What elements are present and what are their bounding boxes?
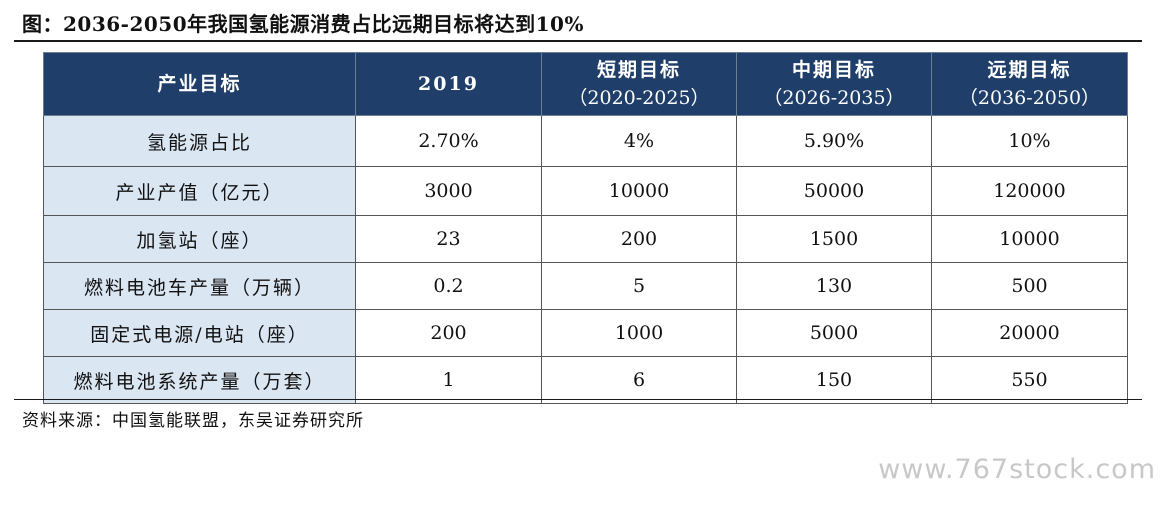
table-row: 燃料电池车产量（万辆） 0.2 5 130 500 [43,262,1128,310]
row-label: 加氢站（座） [43,215,356,263]
header-long-term: 远期目标 （2036-2050） [931,52,1128,116]
row-label: 固定式电源/电站（座） [43,309,356,357]
watermark: www.767stock.com [878,454,1156,485]
table-row: 产业产值（亿元） 3000 10000 50000 120000 [43,166,1128,216]
table-cell: 5000 [736,309,932,357]
table-cell: 3000 [355,166,542,216]
table-cell: 4% [541,115,737,167]
table-cell: 50000 [736,166,932,216]
table-cell: 2.70% [355,115,542,167]
table-row: 加氢站（座） 23 200 1500 10000 [43,215,1128,263]
table-cell: 5.90% [736,115,932,167]
header-2019: 2019 [355,52,542,116]
table-cell: 550 [931,356,1128,404]
table-row: 氢能源占比 2.70% 4% 5.90% 10% [43,115,1128,167]
table-cell: 200 [355,309,542,357]
table-cell: 10000 [541,166,737,216]
row-label: 燃料电池系统产量（万套） [43,356,356,404]
header-industry-target: 产业目标 [43,52,356,116]
table-row: 固定式电源/电站（座） 200 1000 5000 20000 [43,309,1128,357]
table-cell: 1000 [541,309,737,357]
table-cell: 6 [541,356,737,404]
header-short-term: 短期目标 （2020-2025） [541,52,737,116]
table-cell: 23 [355,215,542,263]
table-cell: 20000 [931,309,1128,357]
row-label: 燃料电池车产量（万辆） [43,262,356,310]
table-cell: 0.2 [355,262,542,310]
source-divider [14,399,1142,400]
table-cell: 10000 [931,215,1128,263]
table-cell: 120000 [931,166,1128,216]
table-cell: 10% [931,115,1128,167]
table-cell: 150 [736,356,932,404]
table-cell: 1 [355,356,542,404]
figure-title: 图：2036-2050年我国氢能源消费占比远期目标将达到10% [22,12,584,36]
table-row: 燃料电池系统产量（万套） 1 6 150 550 [43,356,1128,404]
row-label: 氢能源占比 [43,115,356,167]
hydrogen-targets-table: 产业目标 2019 短期目标 （2020-2025） 中期目标 （2026-2035… [43,52,1128,404]
table-cell: 1500 [736,215,932,263]
table-cell: 130 [736,262,932,310]
row-label: 产业产值（亿元） [43,166,356,216]
table-header-row: 产业目标 2019 短期目标 （2020-2025） 中期目标 （2026-2035… [43,52,1128,116]
source-note: 资料来源：中国氢能联盟，东吴证券研究所 [22,411,364,431]
table-cell: 5 [541,262,737,310]
table-cell: 500 [931,262,1128,310]
header-mid-term: 中期目标 （2026-2035） [736,52,932,116]
table-cell: 200 [541,215,737,263]
title-divider [14,40,1142,42]
